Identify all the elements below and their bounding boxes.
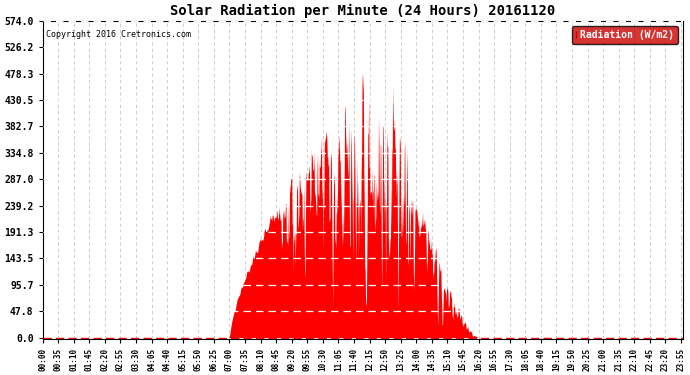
Text: Copyright 2016 Cretronics.com: Copyright 2016 Cretronics.com [46,30,190,39]
Legend: Radiation (W/m2): Radiation (W/m2) [572,26,678,44]
Title: Solar Radiation per Minute (24 Hours) 20161120: Solar Radiation per Minute (24 Hours) 20… [170,4,555,18]
